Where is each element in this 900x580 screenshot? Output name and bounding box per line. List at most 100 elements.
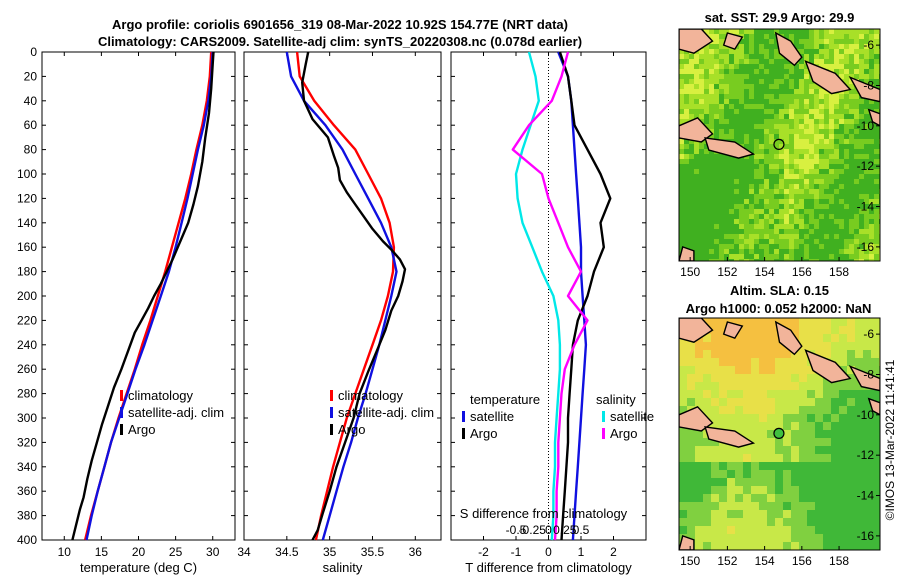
map-cell [859, 114, 865, 120]
map-cell [871, 350, 880, 359]
map-cell [744, 199, 750, 205]
map-cell [689, 209, 695, 215]
map-cell [863, 518, 872, 527]
map-cell [839, 69, 845, 75]
map-cell [759, 350, 768, 359]
map-cell [744, 124, 750, 130]
map-cell [709, 189, 715, 195]
map-cell [844, 154, 850, 160]
map-cell [791, 326, 800, 335]
map-cell [711, 478, 720, 487]
map-cell [794, 219, 800, 225]
map-cell [744, 144, 750, 150]
map-cell [839, 342, 848, 351]
map-cell [799, 29, 805, 35]
map-cell [794, 94, 800, 100]
map-cell [775, 406, 784, 415]
map-cell [854, 94, 860, 100]
map-cell [871, 478, 880, 487]
map-cell [799, 326, 808, 335]
map-cell [709, 174, 715, 180]
map-cell [754, 164, 760, 170]
map-cell [849, 94, 855, 100]
map-cell [809, 54, 815, 60]
map-cell [743, 342, 752, 351]
map-cell [824, 144, 830, 150]
map-cell [704, 74, 710, 80]
map-cell [863, 438, 872, 447]
map-cell [859, 109, 865, 115]
island [848, 76, 880, 103]
map-cell [714, 199, 720, 205]
map-cell [831, 342, 840, 351]
map-cell [759, 430, 768, 439]
map-cell [789, 99, 795, 105]
map-cell [695, 358, 704, 367]
map-cell [689, 54, 695, 60]
map-cell [774, 89, 780, 95]
map-cell [709, 124, 715, 130]
map-cell [684, 229, 690, 235]
map-cell [789, 34, 795, 40]
map-cell [809, 234, 815, 240]
map-cell [754, 144, 760, 150]
map-cell [709, 209, 715, 215]
map-cell [859, 144, 865, 150]
map-cell [759, 510, 768, 519]
map-cell [874, 179, 880, 185]
map-cell [719, 124, 725, 130]
map-cell [714, 189, 720, 195]
map-cell [729, 249, 735, 255]
map-cell [684, 114, 690, 120]
map-cell [847, 398, 856, 407]
map-cell [789, 119, 795, 125]
map-cell [769, 59, 775, 65]
top-tick-label: 0.5 [573, 523, 590, 537]
map-cell [759, 104, 765, 110]
credit-text: ©IMOS 13-Mar-2022 11:41:41 [883, 359, 897, 520]
map-cell [784, 89, 790, 95]
map-cell [703, 534, 712, 543]
map-cell [739, 64, 745, 70]
map-cell [859, 124, 865, 130]
map-cell [871, 438, 880, 447]
map-cell [854, 239, 860, 245]
map-cell [784, 94, 790, 100]
map-cell [719, 189, 725, 195]
map-cell [794, 249, 800, 255]
map-cell [714, 34, 720, 40]
map-cell [804, 39, 810, 45]
map-cell [807, 502, 816, 511]
map-cell [804, 174, 810, 180]
map-cell [684, 59, 690, 65]
map-cell [759, 114, 765, 120]
map-cell [859, 209, 865, 215]
map-cell [789, 164, 795, 170]
map-cell [749, 169, 755, 175]
map-cell [744, 29, 750, 35]
map-cell [724, 104, 730, 110]
map-cell [764, 89, 770, 95]
map-cell [784, 259, 790, 261]
map-cell [789, 259, 795, 261]
map-cell [679, 209, 685, 215]
map-cell [814, 34, 820, 40]
map-cell [799, 366, 808, 375]
map-cell [704, 224, 710, 230]
map-cell [791, 542, 800, 550]
map-cell [804, 214, 810, 220]
map-cell [807, 526, 816, 535]
map-cell [754, 179, 760, 185]
map-cell [799, 342, 808, 351]
map-cell [815, 414, 824, 423]
map-cell [774, 74, 780, 80]
map-cell [724, 74, 730, 80]
map-cell [767, 470, 776, 479]
map-cell [759, 229, 765, 235]
map-cell [703, 462, 712, 471]
map-cell [854, 254, 860, 260]
map-cell [871, 518, 880, 527]
map-y-tick-label: -12 [857, 448, 875, 462]
map-cell [869, 224, 875, 230]
map-cell [799, 99, 805, 105]
